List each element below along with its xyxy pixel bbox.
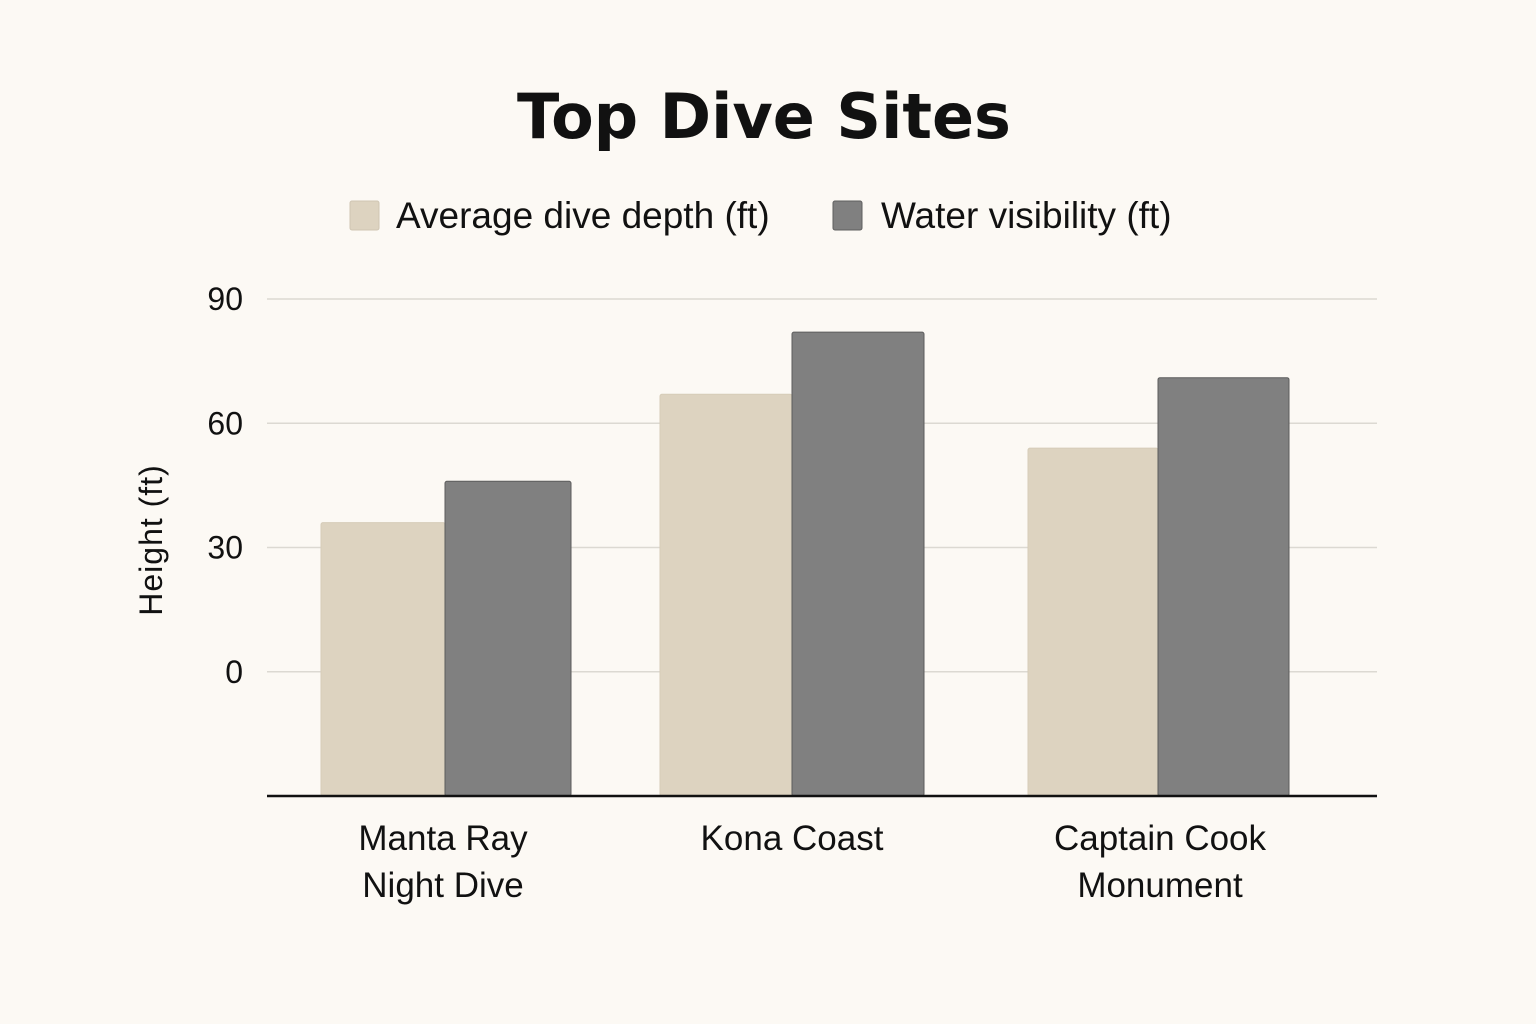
bar-depth-2 — [1027, 447, 1159, 797]
y-tick-90: 90 — [207, 281, 243, 317]
y-tick-60: 60 — [207, 405, 243, 441]
y-tick-0: 0 — [225, 654, 243, 690]
bar-visibility-2 — [1157, 377, 1290, 797]
legend-swatch-depth — [349, 200, 380, 231]
bar-visibility-1 — [791, 331, 925, 797]
x-category-label-2-line-0: Captain Cook — [1054, 819, 1267, 858]
legend: Average dive depth (ft) Water visibility… — [349, 195, 1172, 236]
bar-visibility-0 — [444, 480, 572, 797]
x-category-label-0-line-0: Manta Ray — [358, 819, 528, 858]
y-tick-labels: 0 30 60 90 — [207, 281, 243, 690]
legend-swatch-visibility — [832, 200, 863, 231]
chart-title: Top Dive Sites — [517, 80, 1011, 153]
x-category-label-1-line-0: Kona Coast — [701, 819, 884, 858]
y-axis-label: Height (ft) — [133, 464, 169, 615]
legend-label-depth: Average dive depth (ft) — [396, 195, 770, 236]
x-category-label-2-line-1: Monument — [1077, 866, 1243, 905]
bar-depth-1 — [659, 393, 793, 797]
y-tick-30: 30 — [207, 530, 243, 566]
bar-depth-0 — [320, 522, 446, 797]
x-category-label-0-line-1: Night Dive — [362, 866, 523, 905]
bars — [320, 331, 1290, 797]
legend-label-visibility: Water visibility (ft) — [881, 195, 1172, 236]
x-category-labels: Manta Ray Night Dive Kona Coast Captain Coo… — [358, 819, 1266, 905]
